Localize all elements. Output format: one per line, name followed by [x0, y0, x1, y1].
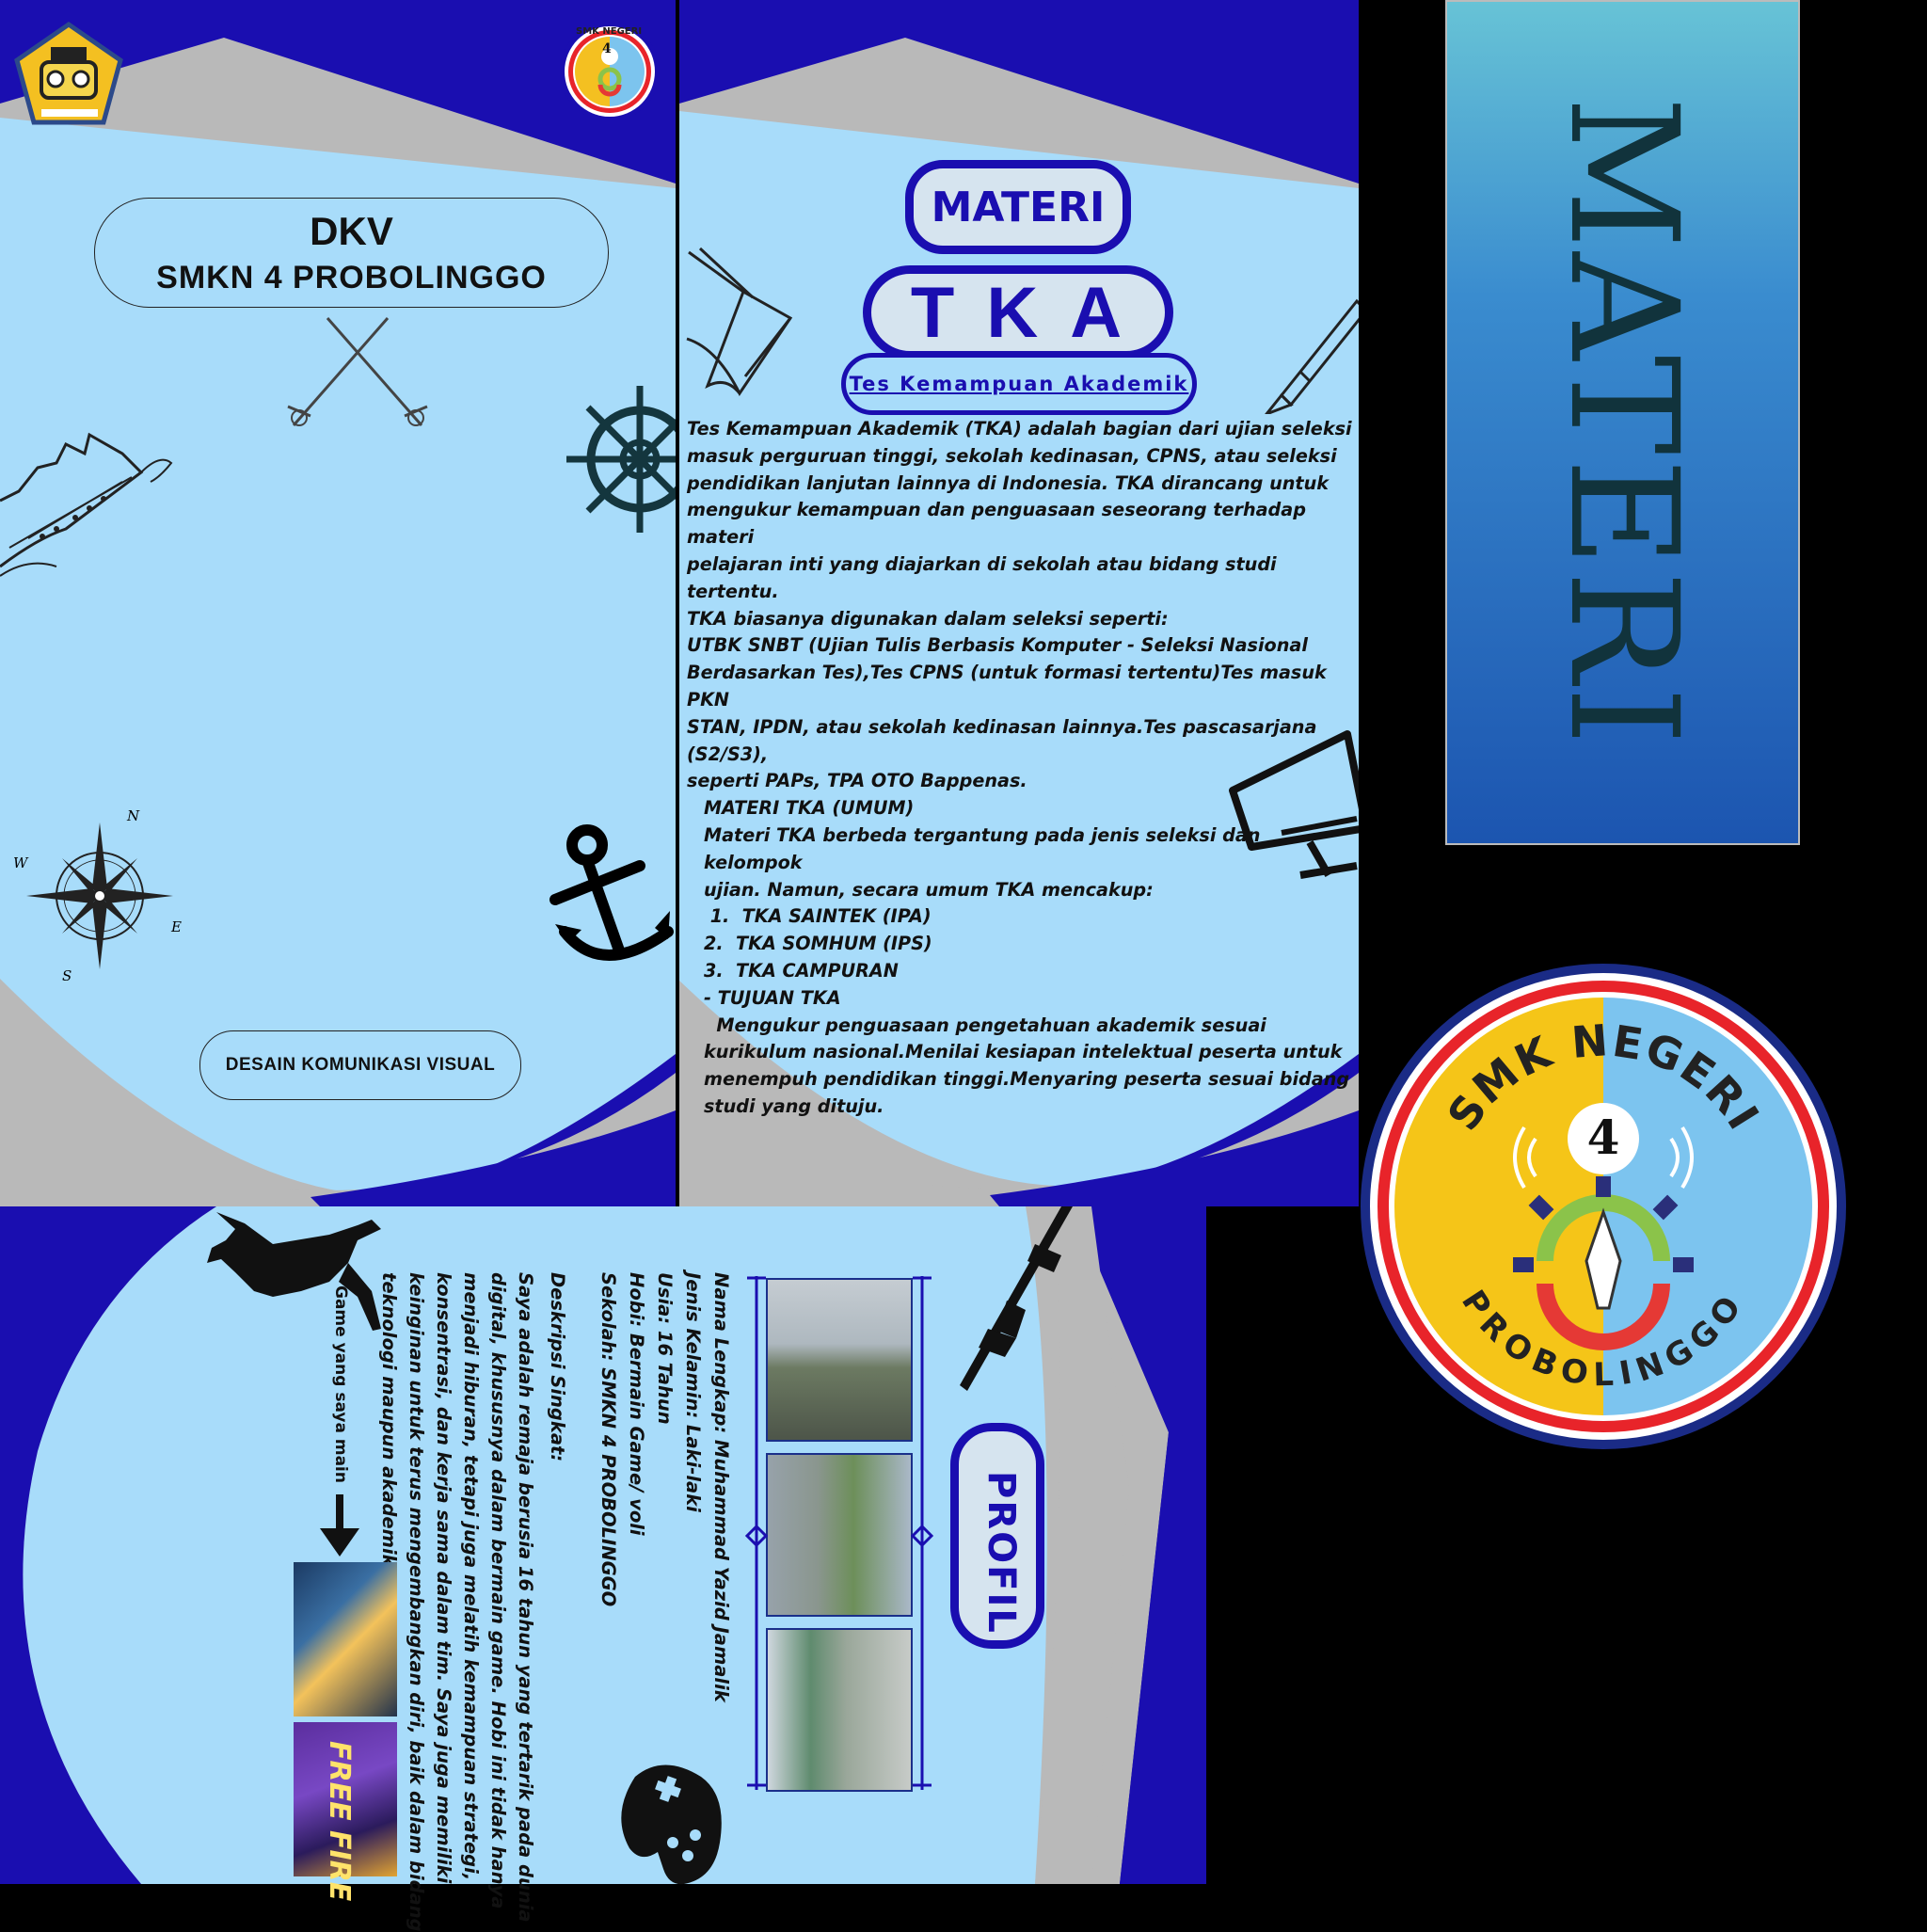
- pencil-icon: [1265, 298, 1359, 414]
- profil-usia: Usia: 16 Tahun: [654, 1272, 676, 1425]
- profil-deskripsi-line-1: Saya adalah remaja berusia 16 tahun yang…: [515, 1272, 536, 1923]
- materi-body: Tes Kemampuan Akademik (TKA) adalah bagi…: [687, 416, 1357, 1121]
- rifle-icon: [960, 1206, 1073, 1391]
- crossed-swords-icon: [287, 317, 428, 426]
- profil-title-pill: PROFIL: [950, 1423, 1044, 1649]
- materi-paragraph-2: Materi TKA berbeda tergantung pada jenis…: [704, 823, 1261, 901]
- small-logo-number: 4: [602, 41, 612, 56]
- materi-item-1: 1. TKA SAINTEK (IPA): [704, 905, 932, 928]
- profil-nama: Nama Lengkap: Muhammad Yazid Jamalik: [710, 1272, 732, 1702]
- tka-subtitle-pill: Tes Kemampuan Akademik: [841, 353, 1197, 415]
- smk-negeri-4-logo: SMK NEGERI PROBOLINGGO 4: [1361, 964, 1846, 1449]
- small-logo-text: SMK NEGERI: [576, 26, 643, 37]
- profil-title: PROFIL: [979, 1471, 1023, 1635]
- materi-panel: MATERI TKA Tes Kemampuan Akademik Tes Ke…: [679, 0, 1359, 1206]
- profil-deskripsi-line-2: digital, khususnya dalam bermain game. H…: [487, 1272, 509, 1909]
- game-image-1: [294, 1562, 397, 1716]
- down-arrow-icon: [320, 1494, 359, 1557]
- big-logo-number: 4: [1587, 1110, 1620, 1165]
- compass-rose-icon: [26, 822, 173, 969]
- cover-title-dkv: DKV: [310, 208, 393, 253]
- profil-deskripsi-label: Deskripsi Singkat:: [547, 1272, 568, 1462]
- game-image-2: FREE FIRE: [294, 1722, 397, 1901]
- compass-w-label: W: [13, 854, 28, 871]
- compass-n-label: N: [127, 807, 140, 824]
- cover-title-school: SMKN 4 PROBOLINGGO: [156, 259, 547, 295]
- profil-deskripsi-line-6: teknologi maupun akademik.: [378, 1272, 400, 1574]
- cover-background: [0, 0, 676, 1206]
- profile-photo-3: [766, 1628, 913, 1792]
- profil-hobi: Hobi: Bermain Game/ voli: [626, 1272, 647, 1536]
- department-label: DESAIN KOMUNIKASI VISUAL: [199, 1030, 521, 1100]
- cover-panel: SMK NEGERI 4 DKV SMKN 4 PROBOLINGGO: [0, 0, 676, 1206]
- materi-paragraph-1: Tes Kemampuan Akademik (TKA) adalah bagi…: [687, 418, 1352, 792]
- profil-sekolah: Sekolah: SMKN 4 PROBOLINGGO: [597, 1272, 619, 1607]
- left-school-logo: [14, 21, 123, 125]
- game-2-title: FREE FIRE: [323, 1741, 356, 1902]
- open-book-icon: [686, 247, 793, 396]
- computer-monitor-icon: [1229, 730, 1359, 879]
- profil-deskripsi-line-4: konsentrasi, dan kerja sama dalam tim. S…: [433, 1272, 454, 1884]
- game-controller-icon: [621, 1764, 722, 1885]
- materi-heading-umum: MATERI TKA (UMUM): [704, 797, 915, 820]
- compass-s-label: S: [62, 967, 72, 984]
- materi-paragraph-3: Mengukur penguasaan pengetahuan akademik…: [704, 1014, 1350, 1117]
- ship-wheel-icon: [566, 386, 676, 533]
- materi-heading-tujuan: - TUJUAN TKA: [704, 986, 841, 1009]
- materi-banner: MATERI: [1445, 0, 1800, 845]
- smk-logo-small: [560, 22, 660, 121]
- materi-title-pill: MATERI: [905, 160, 1131, 254]
- profil-deskripsi-line-3: menjadi hiburan, tetapi juga melatih kem…: [460, 1272, 482, 1881]
- game-label: Game yang saya main: [331, 1285, 350, 1483]
- photo-frame: [744, 1276, 934, 1790]
- sinking-ship-icon: [0, 432, 173, 577]
- banner-text: MATERI: [1536, 96, 1710, 749]
- materi-item-2: 2. TKA SOMHUM (IPS): [704, 933, 932, 955]
- compass-e-label: E: [171, 918, 182, 935]
- diver-silhouette-icon: [207, 1212, 381, 1331]
- cover-title-box: DKV SMKN 4 PROBOLINGGO: [94, 198, 609, 308]
- tka-title-pill: TKA: [863, 265, 1173, 359]
- anchor-icon: [549, 824, 674, 961]
- profile-photo-1: [766, 1278, 913, 1442]
- materi-item-3: 3. TKA CAMPURAN: [704, 959, 899, 982]
- profil-jenis-kelamin: Jenis Kelamin: Laki-laki: [682, 1272, 704, 1512]
- profil-deskripsi-line-5: keinginan untuk terus mengembangkan diri…: [406, 1272, 427, 1932]
